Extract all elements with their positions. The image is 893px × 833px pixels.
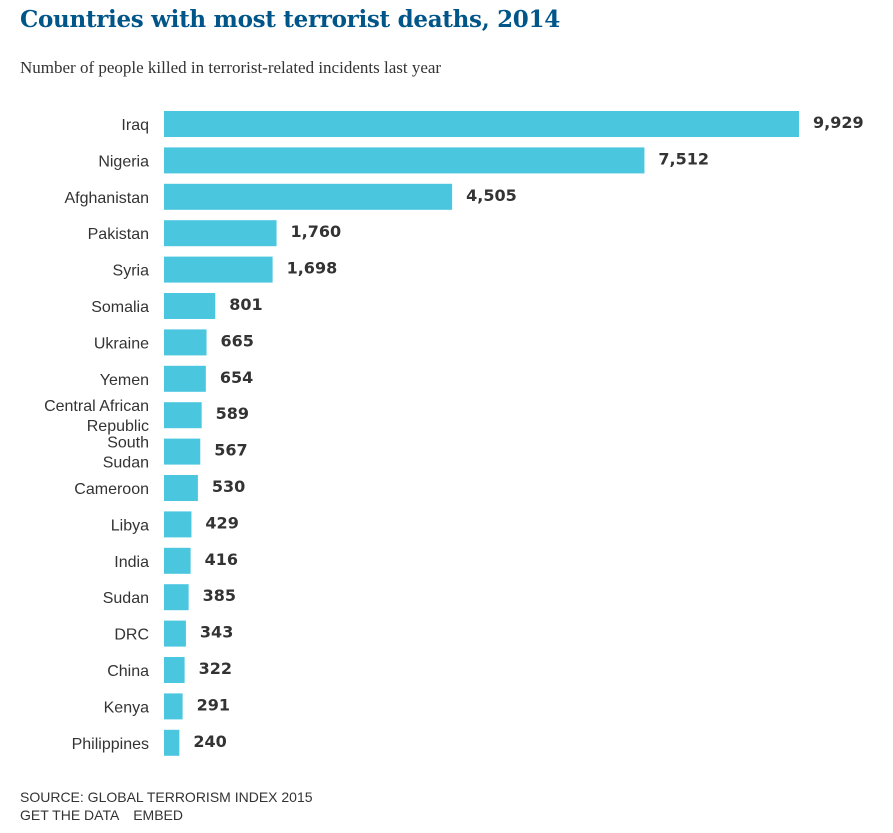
category-label: Afghanistan xyxy=(64,190,149,207)
category-label: Cameroon xyxy=(74,481,149,498)
category-label: China xyxy=(107,663,149,680)
category-label-line: DRC xyxy=(114,627,149,644)
category-label-line: Libya xyxy=(111,517,149,534)
category-label-line: Philippines xyxy=(72,736,149,753)
category-label: Kenya xyxy=(104,699,149,716)
category-label-line: Republic xyxy=(87,418,149,435)
value-label: 1,698 xyxy=(287,259,338,278)
value-label: 7,512 xyxy=(658,149,709,168)
value-label: 654 xyxy=(220,368,253,387)
category-label: Syria xyxy=(113,263,150,280)
bar xyxy=(164,111,799,137)
value-label: 291 xyxy=(197,695,230,714)
category-label-line: Syria xyxy=(113,263,150,280)
bar xyxy=(164,438,201,465)
source-note: SOURCE: GLOBAL TERRORISM INDEX 2015 xyxy=(20,789,313,805)
bar xyxy=(164,693,183,720)
category-label-line: India xyxy=(114,554,149,571)
value-label: 589 xyxy=(216,404,249,423)
bar xyxy=(164,584,189,611)
value-label: 1,760 xyxy=(291,222,342,241)
bar xyxy=(164,365,206,392)
value-label: 322 xyxy=(199,659,232,678)
category-label-line: Pakistan xyxy=(88,226,149,243)
value-label: 665 xyxy=(221,331,254,350)
category-label: DRC xyxy=(114,627,149,644)
bar xyxy=(164,620,186,647)
bar xyxy=(164,256,273,283)
bar xyxy=(164,293,216,319)
category-label: Nigeria xyxy=(98,153,149,170)
footer-links: GET THE DATA EMBED xyxy=(20,806,313,824)
category-label-line: Cameroon xyxy=(74,481,149,498)
value-label: 429 xyxy=(205,513,238,532)
bar xyxy=(164,729,180,756)
bar xyxy=(164,511,192,538)
bar xyxy=(164,547,191,574)
category-label-line: Sudan xyxy=(103,590,149,607)
bar xyxy=(164,657,185,683)
category-label: South Sudan xyxy=(103,435,149,472)
category-label-line: South xyxy=(107,435,149,452)
value-label: 4,505 xyxy=(466,186,517,205)
category-label: Central African Republic xyxy=(44,398,149,435)
category-label: Yemen xyxy=(100,372,149,389)
embed-link[interactable]: EMBED xyxy=(133,807,183,823)
bar xyxy=(164,183,453,210)
category-label: Somalia xyxy=(91,299,149,316)
category-label: India xyxy=(114,554,149,571)
value-label: 567 xyxy=(214,441,247,460)
bar xyxy=(164,475,198,501)
bar xyxy=(164,329,207,356)
value-label: 385 xyxy=(203,586,236,605)
category-label-line: Iraq xyxy=(121,117,149,134)
category-label-line: Kenya xyxy=(104,699,149,716)
category-label: Pakistan xyxy=(88,226,149,243)
category-label: Iraq xyxy=(121,117,149,134)
category-label-line: Afghanistan xyxy=(64,190,149,207)
bar xyxy=(164,402,202,429)
category-label-line: Somalia xyxy=(91,299,149,316)
bar xyxy=(164,220,277,247)
category-label-line: Nigeria xyxy=(98,153,149,170)
category-label-line: Ukraine xyxy=(94,335,149,352)
get-the-data-link[interactable]: GET THE DATA xyxy=(20,807,120,823)
value-label: 343 xyxy=(200,623,233,642)
value-label: 801 xyxy=(229,295,262,314)
category-label-line: Sudan xyxy=(103,455,149,472)
chart-footer: SOURCE: GLOBAL TERRORISM INDEX 2015 GET … xyxy=(20,788,313,824)
category-label-line: China xyxy=(107,663,149,680)
value-label: 416 xyxy=(205,550,238,569)
category-label: Philippines xyxy=(72,736,149,753)
category-label: Libya xyxy=(111,517,149,534)
value-label: 530 xyxy=(212,477,245,496)
category-label: Sudan xyxy=(103,590,149,607)
value-label: 240 xyxy=(193,732,226,751)
category-label: Ukraine xyxy=(94,335,149,352)
category-label-line: Yemen xyxy=(100,372,149,389)
chart-title: Countries with most terrorist deaths, 20… xyxy=(20,6,560,33)
category-label-line: Central African xyxy=(44,398,149,415)
bar xyxy=(164,147,645,174)
chart-subtitle: Number of people killed in terrorist-rel… xyxy=(20,58,442,77)
value-label: 9,929 xyxy=(813,113,864,132)
bar-chart: Iraq 9,929 Nigeria 7,512 Afghanistan 4,505 Pak… xyxy=(44,111,864,756)
